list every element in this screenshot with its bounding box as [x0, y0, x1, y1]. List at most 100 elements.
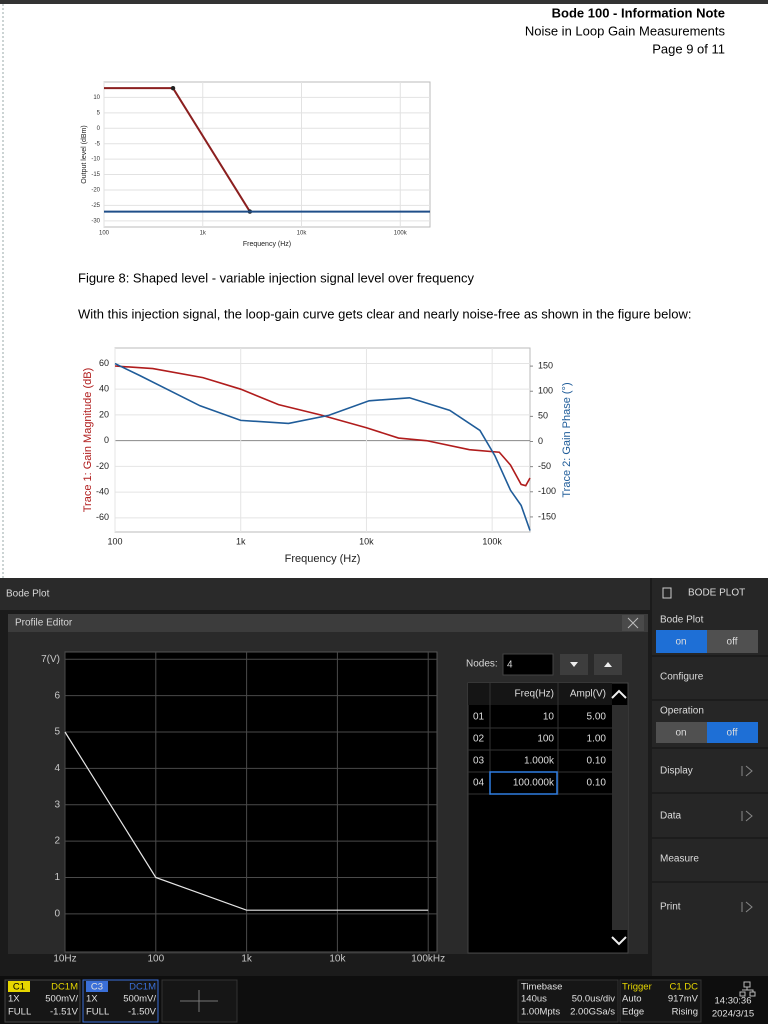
- c1-probe: 1X: [8, 994, 20, 1005]
- x-tick-label: 100: [99, 231, 110, 237]
- y2-tick-label: -50: [538, 461, 551, 471]
- scroll-down[interactable]: [611, 936, 627, 946]
- trigger-label: Trigger: [622, 982, 652, 993]
- nodes-label: Nodes:: [466, 659, 498, 670]
- title-bar: [0, 578, 650, 610]
- table-cell: 5.00: [587, 712, 607, 723]
- series-line: [64, 731, 429, 911]
- y-tick-label: 10: [93, 95, 100, 101]
- nodes-input[interactable]: [502, 653, 554, 676]
- point: [170, 85, 176, 91]
- table-header: [468, 683, 612, 705]
- trigger-slope: Rising: [672, 1007, 698, 1018]
- column-header: Ampl(V): [570, 689, 606, 700]
- y-tick-label: 0: [104, 435, 109, 445]
- down-icon: [570, 662, 578, 667]
- c3-probe: 1X: [86, 994, 98, 1005]
- clock-time: 14:30:36: [715, 996, 752, 1007]
- c1-bw: FULL: [8, 1007, 31, 1018]
- x-tick-label: 10Hz: [53, 954, 76, 965]
- x-tick-label: 100kHz: [411, 954, 445, 965]
- figure-caption: Figure 8: Shaped level - variable inject…: [78, 270, 474, 285]
- menu-item[interactable]: Data: [660, 811, 682, 822]
- x-tick-label: 1k: [241, 954, 253, 965]
- x-tick-label: 10k: [329, 954, 346, 965]
- table-cell: 0.10: [587, 778, 607, 789]
- scrollbar[interactable]: [612, 705, 628, 930]
- y2-tick-label: 50: [538, 411, 548, 421]
- trigger-box[interactable]: [619, 979, 702, 1023]
- timebase-box[interactable]: [517, 979, 619, 1023]
- menu-icon: [662, 587, 672, 599]
- series-line: [114, 365, 531, 487]
- c1-coupling: DC1M: [51, 982, 78, 993]
- plot-area: [103, 81, 431, 228]
- plot-area: [64, 651, 438, 953]
- submenu-icon: [741, 901, 753, 913]
- y-tick-label: -60: [96, 512, 109, 522]
- y-tick-label: 60: [99, 358, 109, 368]
- menu-item[interactable]: Configure: [660, 672, 704, 683]
- x-tick-label: 100k: [482, 536, 502, 546]
- c1-scale: 500mV/: [45, 994, 78, 1005]
- c3-badge: [86, 981, 108, 992]
- y-tick-label: 5: [97, 110, 101, 116]
- up-icon: [604, 662, 612, 667]
- timebase-delay: 140us: [521, 994, 547, 1005]
- table-cell: 01: [473, 712, 485, 723]
- table-cell: 0.10: [587, 756, 607, 767]
- toggle-label: on: [675, 728, 686, 739]
- trigger-type: Edge: [622, 1007, 644, 1018]
- c3-box[interactable]: [82, 979, 159, 1023]
- editor-bar: [8, 614, 648, 632]
- c3-coupling: DC1M: [129, 982, 156, 993]
- menu-item: Operation: [660, 706, 704, 717]
- doc-title: Bode 100 - Information Note: [552, 5, 725, 20]
- toggle-off[interactable]: [707, 630, 758, 653]
- paragraph: With this injection signal, the loop-gai…: [78, 306, 692, 321]
- close-button[interactable]: [622, 615, 644, 631]
- toggle-off[interactable]: [707, 722, 758, 743]
- y-axis-label: Trace 1: Gain Magnitude (dB): [82, 368, 94, 513]
- y-tick-label: -15: [91, 172, 100, 178]
- scope-title: Bode Plot: [6, 589, 50, 600]
- x-tick-label: 10k: [297, 231, 308, 237]
- table-cell: 02: [473, 734, 485, 745]
- y-tick-label: 7(V): [41, 654, 60, 665]
- c1-name: C1: [13, 982, 25, 993]
- toggle-label: on: [675, 637, 686, 648]
- toggle-label: off: [727, 728, 738, 739]
- timebase-label: Timebase: [521, 982, 562, 993]
- y2-axis-label: Trace 2: Gain Phase (°): [561, 382, 573, 497]
- table-cell: 1.00: [587, 734, 607, 745]
- x-tick-label: 100: [147, 954, 164, 965]
- toggle-on[interactable]: [656, 722, 707, 743]
- scroll-up[interactable]: [611, 689, 627, 699]
- y-axis-label: Output level (dBm): [81, 125, 88, 183]
- y-tick-label: 6: [54, 690, 60, 701]
- menu-item[interactable]: Print: [660, 902, 681, 913]
- menu-item[interactable]: Measure: [660, 854, 699, 865]
- table-cell: 100: [537, 734, 554, 745]
- y-tick-label: -20: [96, 461, 109, 471]
- toggle-on[interactable]: [656, 630, 707, 653]
- c3-bw: FULL: [86, 1007, 109, 1018]
- x-tick-label: 1k: [236, 536, 246, 546]
- x-tick-label: 100k: [394, 231, 408, 237]
- table-cell: 10: [543, 712, 555, 723]
- y-tick-label: -30: [91, 218, 100, 224]
- y-tick-label: 2: [54, 836, 60, 847]
- network-icon: [739, 981, 756, 997]
- c3-scale: 500mV/: [123, 994, 156, 1005]
- y2-tick-label: -100: [538, 486, 556, 496]
- y-tick-label: 5: [54, 727, 60, 738]
- x-tick-label: 10k: [359, 536, 374, 546]
- y-tick-label: -25: [91, 203, 100, 209]
- y-tick-label: -5: [95, 141, 101, 147]
- clock-date: 2024/3/15: [712, 1009, 754, 1020]
- y2-tick-label: 150: [538, 360, 553, 370]
- node-table: [467, 682, 629, 954]
- table-cell: 04: [473, 778, 485, 789]
- submenu-icon: [741, 765, 753, 777]
- menu-item[interactable]: Display: [660, 766, 693, 777]
